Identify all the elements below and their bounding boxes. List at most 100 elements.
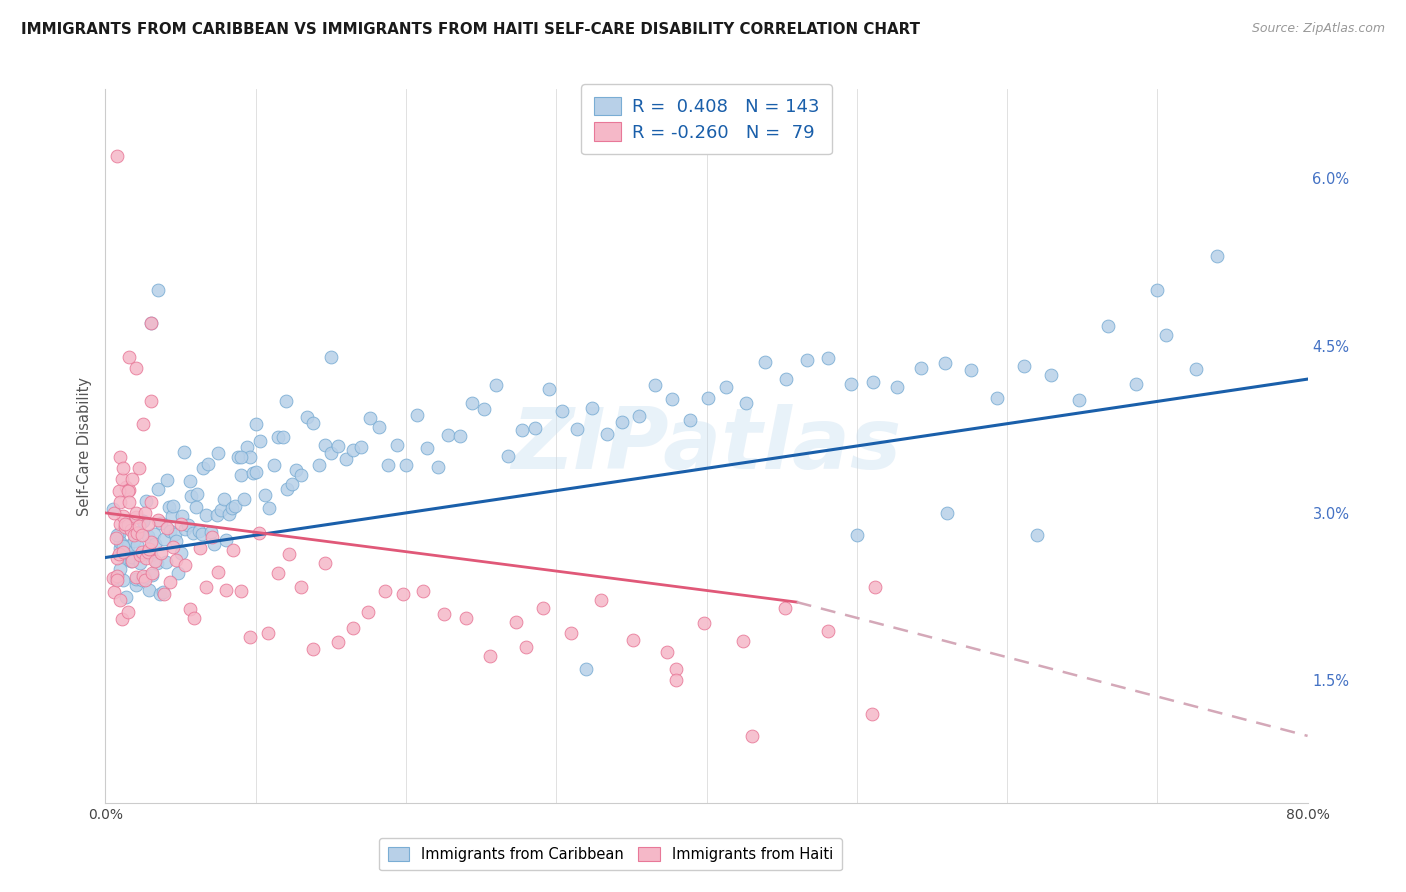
Point	[1012, 359, 1035, 373]
Point	[169, 516, 191, 531]
Point	[575, 662, 598, 676]
Point	[524, 421, 547, 435]
Point	[162, 499, 184, 513]
Point	[132, 514, 155, 528]
Point	[128, 461, 150, 475]
Point	[385, 438, 408, 452]
Point	[195, 508, 218, 522]
Point	[115, 590, 138, 604]
Point	[136, 545, 159, 559]
Point	[111, 472, 134, 486]
Point	[146, 512, 169, 526]
Point	[150, 516, 173, 531]
Point	[1146, 283, 1168, 297]
Point	[143, 554, 166, 568]
Point	[537, 382, 560, 396]
Point	[1125, 376, 1147, 391]
Point	[412, 583, 434, 598]
Point	[839, 376, 862, 391]
Point	[679, 413, 702, 427]
Point	[146, 283, 169, 297]
Point	[201, 530, 224, 544]
Point	[1206, 250, 1229, 264]
Point	[104, 532, 127, 546]
Point	[110, 450, 132, 464]
Point	[665, 662, 688, 676]
Point	[697, 392, 720, 406]
Point	[118, 494, 141, 508]
Point	[188, 541, 211, 556]
Point	[621, 633, 644, 648]
Point	[432, 607, 454, 622]
Point	[121, 554, 143, 568]
Point	[128, 519, 150, 533]
Point	[515, 640, 537, 654]
Point	[1039, 368, 1062, 383]
Point	[135, 494, 157, 508]
Point	[567, 422, 589, 436]
Point	[110, 541, 132, 556]
Point	[112, 573, 135, 587]
Point	[134, 573, 156, 587]
Point	[107, 551, 129, 566]
Point	[107, 528, 129, 542]
Point	[200, 525, 222, 540]
Point	[107, 149, 129, 163]
Y-axis label: Self-Care Disability: Self-Care Disability	[76, 376, 91, 516]
Point	[156, 521, 179, 535]
Point	[114, 520, 136, 534]
Point	[276, 482, 298, 496]
Point	[596, 427, 619, 442]
Point	[160, 509, 183, 524]
Point	[124, 506, 146, 520]
Point	[314, 438, 336, 452]
Point	[141, 568, 163, 582]
Point	[115, 480, 138, 494]
Point	[156, 473, 179, 487]
Point	[319, 446, 342, 460]
Point	[139, 317, 162, 331]
Point	[159, 574, 181, 589]
Point	[350, 440, 373, 454]
Point	[108, 547, 131, 561]
Point	[132, 569, 155, 583]
Point	[195, 580, 218, 594]
Point	[101, 501, 124, 516]
Point	[560, 625, 582, 640]
Point	[152, 585, 174, 599]
Point	[224, 499, 246, 513]
Point	[129, 556, 152, 570]
Point	[222, 542, 245, 557]
Point	[135, 551, 157, 566]
Point	[773, 600, 796, 615]
Point	[271, 430, 294, 444]
Point	[114, 540, 136, 554]
Point	[239, 450, 262, 464]
Point	[359, 411, 381, 425]
Point	[197, 457, 219, 471]
Point	[229, 467, 252, 482]
Point	[229, 584, 252, 599]
Point	[301, 416, 323, 430]
Point	[117, 515, 139, 529]
Point	[136, 529, 159, 543]
Point	[328, 439, 350, 453]
Point	[277, 547, 299, 561]
Point	[104, 572, 127, 586]
Point	[173, 444, 195, 458]
Point	[112, 539, 135, 553]
Point	[207, 446, 229, 460]
Point	[191, 461, 214, 475]
Point	[132, 514, 155, 528]
Point	[437, 428, 460, 442]
Point	[374, 584, 396, 599]
Point	[124, 509, 146, 524]
Point	[644, 377, 666, 392]
Point	[934, 356, 956, 370]
Point	[107, 569, 129, 583]
Point	[263, 458, 285, 472]
Point	[551, 404, 574, 418]
Point	[342, 442, 364, 457]
Point	[153, 587, 176, 601]
Point	[186, 486, 208, 500]
